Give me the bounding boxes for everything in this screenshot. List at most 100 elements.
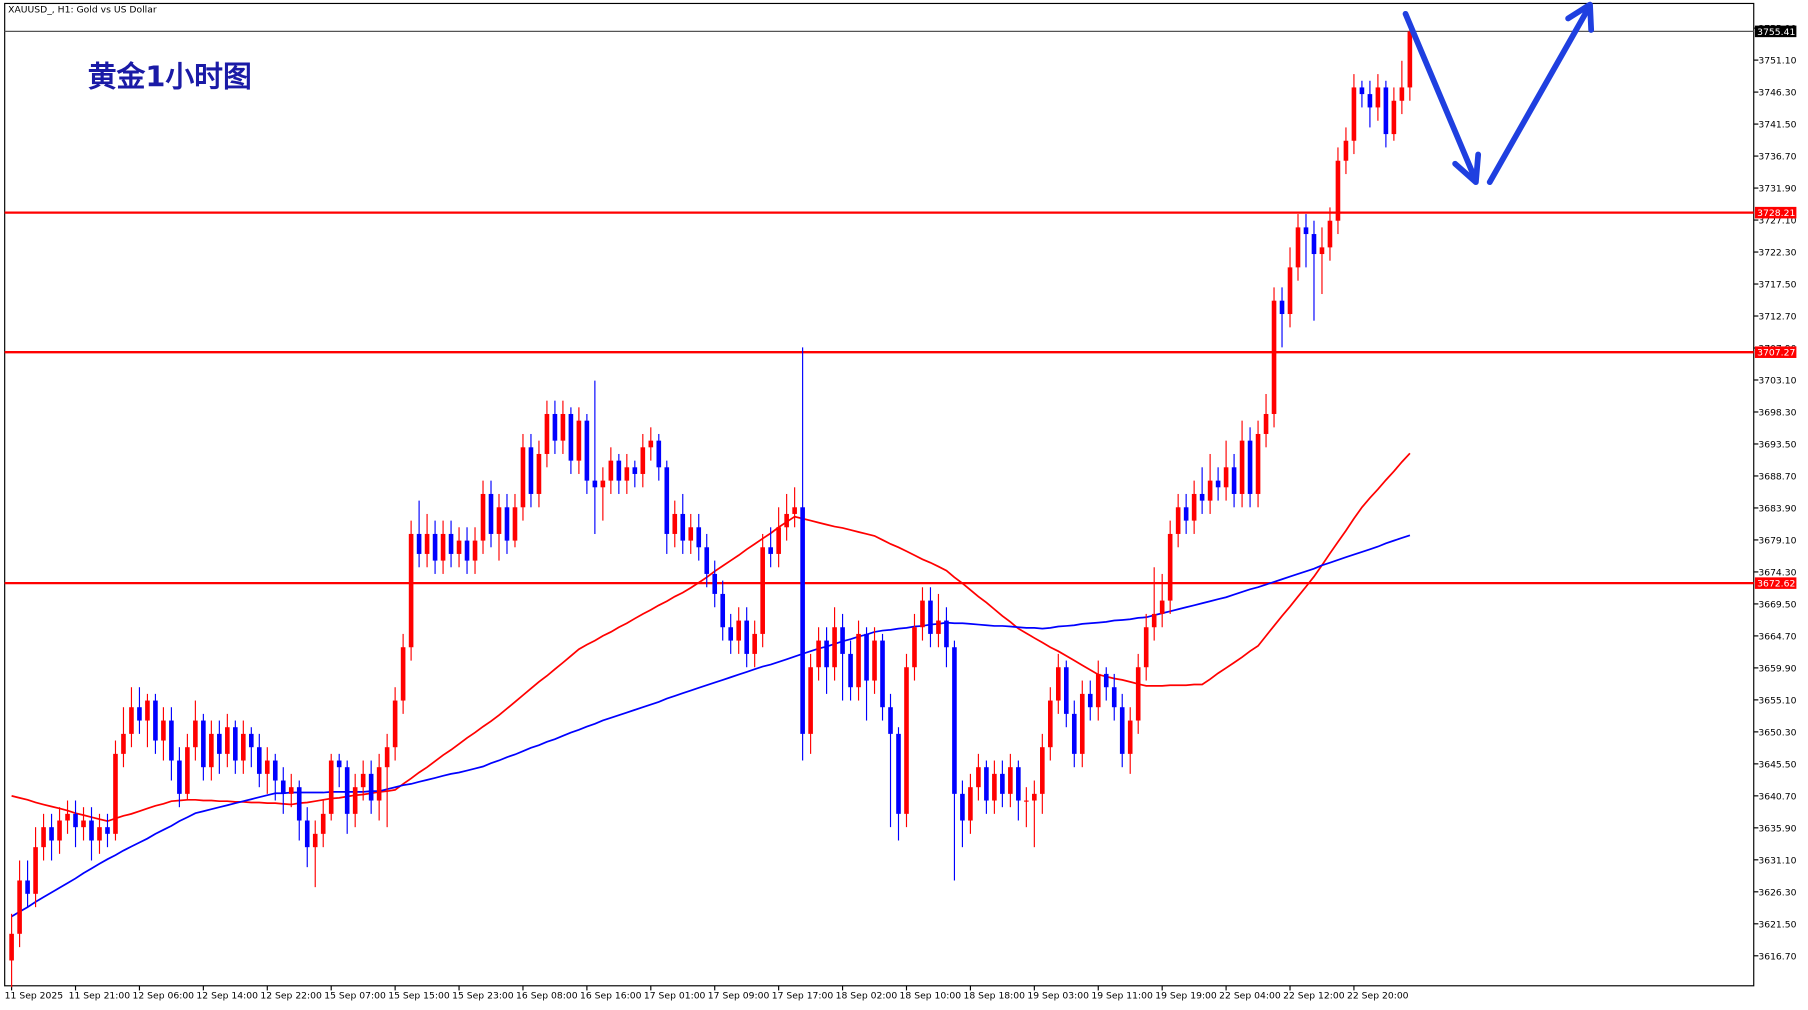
candle-body <box>1207 480 1213 501</box>
candle-body <box>185 747 190 794</box>
candle-body <box>496 507 502 534</box>
candle-body <box>752 633 757 654</box>
x-tick-label: 19 Sep 03:00 <box>1027 990 1089 1001</box>
candle-body <box>936 620 941 634</box>
candle-body <box>1071 713 1077 754</box>
candle-body <box>640 447 646 474</box>
candle-body <box>792 507 797 514</box>
candle-body <box>400 647 406 701</box>
candle-body <box>280 780 286 794</box>
candle-body <box>9 933 14 961</box>
candle-body <box>904 667 909 814</box>
candle-body <box>209 733 214 768</box>
candle-body <box>1407 31 1413 88</box>
candle-body <box>1103 673 1109 688</box>
candle-body <box>856 633 861 688</box>
candle-body <box>656 440 662 468</box>
moving-average <box>11 534 1411 918</box>
candle-body <box>1263 413 1269 434</box>
x-tick-label: 15 Sep 07:00 <box>324 990 386 1001</box>
candle-body <box>456 540 462 554</box>
candle-body <box>113 753 118 834</box>
candle-body <box>145 700 150 721</box>
candle-body <box>728 627 734 641</box>
y-tick-label: 3674.30 <box>1758 567 1796 578</box>
price-line-label: 3728.21 <box>1757 208 1795 219</box>
candle-body <box>1359 87 1365 95</box>
candle-body <box>680 513 686 541</box>
candle-body <box>440 533 446 561</box>
y-tick-label: 3717.50 <box>1758 279 1796 290</box>
candle-body <box>1032 793 1037 801</box>
candle-body <box>1231 467 1237 494</box>
candle-body <box>201 720 206 768</box>
y-tick-label: 3664.70 <box>1758 631 1796 642</box>
candle-body <box>169 720 174 761</box>
x-tick-label: 19 Sep 11:00 <box>1091 990 1153 1001</box>
y-tick-label: 3616.70 <box>1758 951 1796 962</box>
candle-body <box>928 600 933 634</box>
last-price-label: 3755.41 <box>1757 27 1795 38</box>
candle-body <box>944 620 949 648</box>
candle-body <box>472 540 478 561</box>
candle-body <box>233 727 238 761</box>
candle-body <box>1319 247 1325 255</box>
candle-body <box>1079 693 1085 754</box>
candle-body <box>352 787 358 814</box>
candle-body <box>121 733 126 754</box>
price-line-label: 3707.27 <box>1757 348 1795 359</box>
candle-body <box>304 820 310 848</box>
y-tick-label: 3693.50 <box>1758 439 1796 450</box>
chart-title: 黄金1小时图 <box>88 59 252 93</box>
candle-body <box>105 827 110 834</box>
candle-body <box>1183 507 1189 521</box>
candle-body <box>1127 720 1133 754</box>
candle-body <box>432 533 438 561</box>
candle-body <box>744 620 749 654</box>
x-tick-label: 12 Sep 22:00 <box>260 990 322 1001</box>
x-tick-label: 22 Sep 04:00 <box>1219 990 1281 1001</box>
price-line-label: 3672.62 <box>1757 579 1795 590</box>
y-tick-label: 3736.70 <box>1758 152 1796 163</box>
candle-body <box>1247 440 1253 494</box>
candle-body <box>888 707 893 734</box>
candle-body <box>312 833 318 848</box>
candle-body <box>488 493 494 534</box>
candle-body <box>33 847 38 894</box>
candle-body <box>272 760 278 781</box>
candle-body <box>872 640 877 681</box>
candle-body <box>560 413 566 441</box>
candle-body <box>1271 300 1277 414</box>
y-tick-label: 3626.30 <box>1758 887 1796 898</box>
y-tick-label: 3683.90 <box>1758 503 1796 514</box>
y-tick-label: 3722.30 <box>1758 247 1796 258</box>
candle-body <box>25 880 30 894</box>
x-tick-label: 11 Sep 21:00 <box>69 990 131 1001</box>
up-arrow <box>1486 8 1590 186</box>
candle-body <box>672 513 678 534</box>
candle-body <box>241 733 246 761</box>
price-line-label-box <box>1754 206 1797 219</box>
candle-body <box>89 820 94 841</box>
candle-body <box>1255 433 1261 494</box>
candle-body <box>696 527 702 548</box>
y-tick-label: 3698.30 <box>1758 407 1796 418</box>
candle-body <box>544 413 550 454</box>
candle-body <box>1048 700 1053 748</box>
candle-body <box>664 467 670 534</box>
x-tick-label: 17 Sep 01:00 <box>644 990 706 1001</box>
candle-body <box>1199 493 1205 501</box>
candle-body <box>1055 667 1061 701</box>
candle-body <box>217 733 222 754</box>
candle-body <box>768 547 773 554</box>
candle-body <box>880 640 885 708</box>
candle-body <box>296 787 302 821</box>
candle-body <box>536 453 542 494</box>
candle-body <box>129 707 134 734</box>
candle-body <box>504 507 510 541</box>
candle-body <box>464 540 470 561</box>
y-tick-label: 3688.70 <box>1758 471 1796 482</box>
candle-body <box>17 880 22 934</box>
